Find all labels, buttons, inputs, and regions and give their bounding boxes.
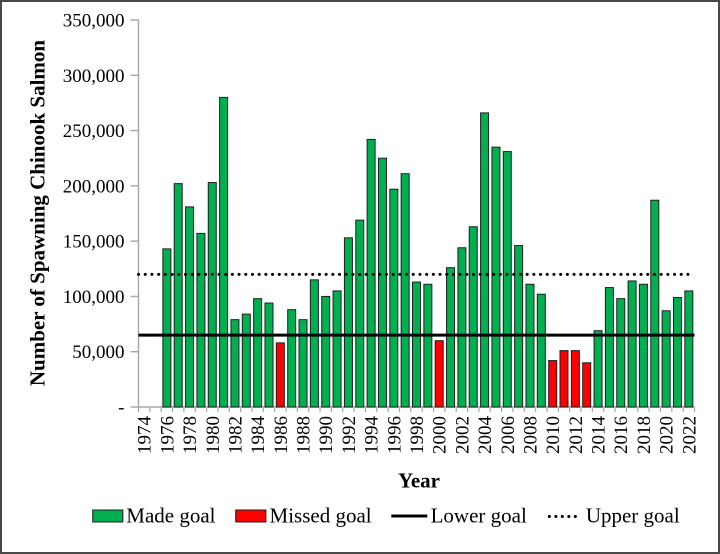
x-tick-label: 1998 (407, 416, 428, 454)
legend-label-upper-goal: Upper goal (585, 503, 680, 528)
bar-2005 (491, 146, 501, 408)
x-tick-label: 1980 (203, 416, 224, 454)
bar-2009 (536, 293, 546, 408)
legend-label-lower-goal: Lower goal (430, 503, 527, 528)
bar-2004 (480, 112, 490, 408)
bar-2000 (434, 340, 444, 408)
bar-2015 (604, 287, 614, 408)
x-tick-label: 1982 (225, 416, 246, 454)
bar-1976 (162, 248, 172, 408)
bar-1991 (332, 290, 342, 408)
bar-1977 (173, 183, 183, 408)
x-tick-label: 2006 (498, 416, 519, 454)
bar-2018 (638, 283, 648, 408)
bar-2001 (446, 267, 456, 408)
y-tick-label: 150,000 (63, 232, 125, 253)
y-tick-label: 200,000 (63, 176, 125, 197)
bar-1980 (207, 182, 217, 408)
bar-2022 (684, 290, 694, 408)
legend-upper-goal: Upper goal (547, 504, 680, 529)
bar-2010 (548, 360, 558, 408)
legend-lower-goal: Lower goal (391, 503, 527, 529)
bar-1987 (287, 309, 297, 408)
x-tick-label: 2008 (520, 416, 541, 454)
bar-2002 (457, 247, 467, 408)
x-tick-label: 1994 (362, 416, 383, 455)
bar-1997 (400, 173, 410, 408)
bar-2019 (650, 199, 660, 408)
bar-1993 (355, 219, 365, 408)
bar-1996 (389, 188, 399, 408)
bar-2008 (525, 283, 535, 408)
x-tick-label: 1978 (180, 416, 201, 454)
bar-2016 (616, 298, 626, 408)
x-tick-label: 1992 (339, 416, 360, 454)
made-goal-swatch (92, 509, 124, 523)
x-tick-label: 1986 (271, 416, 292, 454)
x-tick-label: 1984 (248, 416, 269, 455)
x-tick-label: 1990 (316, 416, 337, 454)
missed-goal-swatch (235, 509, 267, 523)
legend: Made goal Missed goal Lower goal Upper g… (92, 503, 680, 529)
x-tick-label: 2016 (611, 416, 632, 454)
x-tick-label: 2020 (657, 416, 678, 454)
bar-1999 (423, 283, 433, 408)
bar-1995 (377, 157, 387, 408)
x-tick-label: 2018 (634, 416, 655, 454)
bar-1981 (219, 96, 229, 408)
bar-1985 (264, 302, 274, 408)
x-tick-label: 1988 (294, 416, 315, 454)
x-tick-label: 2002 (452, 416, 473, 454)
y-tick-label: 100,000 (63, 287, 125, 308)
bar-1979 (196, 232, 206, 408)
bar-2007 (514, 245, 524, 408)
x-tick-label: 2012 (566, 416, 587, 454)
y-tick-label: 350,000 (63, 11, 125, 32)
lower-goal-line-swatch (391, 514, 428, 518)
bar-1986 (275, 342, 285, 408)
x-tick-label: 2022 (679, 416, 700, 454)
x-tick-label: 1996 (384, 416, 405, 454)
bar-1998 (412, 281, 421, 408)
bar-1983 (241, 313, 251, 408)
legend-label-made-goal: Made goal (126, 503, 216, 528)
x-tick-label: 1976 (157, 416, 178, 454)
bar-1984 (253, 298, 263, 408)
y-tick-label: 50,000 (72, 342, 124, 363)
bar-2006 (502, 151, 512, 408)
bar-1982 (230, 319, 240, 408)
upper-goal-line-swatch (547, 514, 583, 518)
bar-2020 (661, 310, 671, 408)
bar-2021 (672, 297, 682, 408)
legend-made-goal: Made goal (92, 503, 216, 529)
legend-missed-goal: Missed goal (235, 503, 372, 529)
y-tick-label: - (118, 398, 124, 419)
bar-1988 (298, 319, 308, 408)
y-tick-label: 250,000 (63, 121, 125, 142)
x-tick-label: 1974 (135, 416, 156, 455)
x-tick-label: 2004 (475, 416, 496, 455)
legend-label-missed-goal: Missed goal (269, 503, 372, 528)
bar-2011 (559, 350, 569, 408)
bar-2014 (593, 330, 603, 408)
bar-2003 (468, 226, 478, 408)
bar-1990 (321, 295, 331, 408)
x-axis-title: Year (398, 468, 440, 493)
x-tick-label: 2000 (430, 416, 451, 454)
bar-1989 (309, 279, 319, 408)
bar-1978 (185, 206, 195, 408)
bar-1992 (343, 237, 353, 408)
bar-2012 (570, 350, 580, 408)
x-tick-label: 2014 (589, 416, 610, 455)
bar-2013 (582, 362, 592, 408)
bar-2017 (627, 280, 637, 408)
y-tick-label: 300,000 (63, 66, 125, 87)
x-tick-label: 2010 (543, 416, 564, 454)
